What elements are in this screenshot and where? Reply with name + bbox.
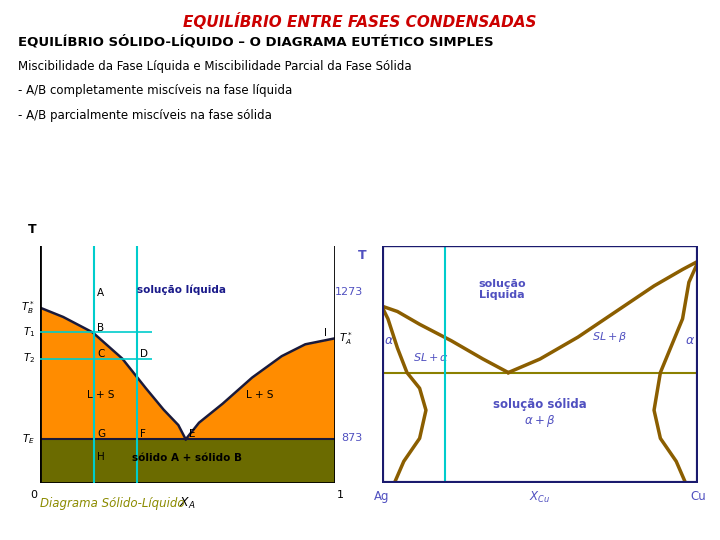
Text: $T_A^*$: $T_A^*$ [339,330,353,347]
Text: $X_{Cu}$: $X_{Cu}$ [529,490,551,505]
Text: Diagrama Sólido-Líquido: Diagrama Sólido-Líquido [40,496,184,510]
Text: F: F [140,429,146,439]
Text: L + S: L + S [246,390,274,400]
Text: $SL+\alpha$: $SL+\alpha$ [413,351,449,363]
Polygon shape [40,440,335,483]
Text: - A/B parcialmente miscíveis na fase sólida: - A/B parcialmente miscíveis na fase sól… [18,109,272,122]
Text: C: C [97,349,104,360]
Text: $\alpha$: $\alpha$ [384,334,395,347]
Text: I: I [325,328,328,338]
Text: 0: 0 [30,490,37,500]
Text: $\alpha$: $\alpha$ [685,334,696,347]
Text: solução líquida: solução líquida [137,285,226,295]
Text: $T_B^*$: $T_B^*$ [22,299,35,316]
Text: 873: 873 [341,433,363,443]
Text: - A/B completamente miscíveis na fase líquida: - A/B completamente miscíveis na fase lí… [18,84,292,97]
Text: A: A [97,288,104,298]
Text: solução sólida
$\alpha + \beta$: solução sólida $\alpha + \beta$ [493,398,587,429]
Text: Miscibilidade da Fase Líquida e Miscibilidade Parcial da Fase Sólida: Miscibilidade da Fase Líquida e Miscibil… [18,60,412,73]
Text: G: G [97,429,105,439]
Text: B: B [97,323,104,333]
Text: EQUILÍBRIO SÓLIDO-LÍQUIDO – O DIAGRAMA EUTÉTICO SIMPLES: EQUILÍBRIO SÓLIDO-LÍQUIDO – O DIAGRAMA E… [18,35,494,49]
Text: L + S: L + S [87,390,114,400]
Text: EQUILÍBRIO ENTRE FASES CONDENSADAS: EQUILÍBRIO ENTRE FASES CONDENSADAS [184,13,536,30]
Text: T: T [359,249,367,262]
Text: sólido A + sólido B: sólido A + sólido B [132,453,242,463]
Text: $T_E$: $T_E$ [22,433,35,446]
Text: $T_1$: $T_1$ [23,326,35,339]
Text: H: H [97,451,105,462]
Polygon shape [382,246,698,483]
Text: 1: 1 [337,490,344,500]
Text: solução
Liquida: solução Liquida [478,279,526,300]
Text: $SL+\beta$: $SL+\beta$ [592,330,628,344]
Text: T: T [28,223,37,236]
Polygon shape [40,246,335,440]
Text: D: D [140,349,148,360]
Text: E: E [189,429,195,439]
Text: $X_A$: $X_A$ [179,496,195,511]
Text: Ag: Ag [374,490,390,503]
Text: 1273: 1273 [334,287,363,297]
Polygon shape [40,307,335,483]
Text: $T_2$: $T_2$ [23,352,35,366]
Text: Cu: Cu [690,490,706,503]
